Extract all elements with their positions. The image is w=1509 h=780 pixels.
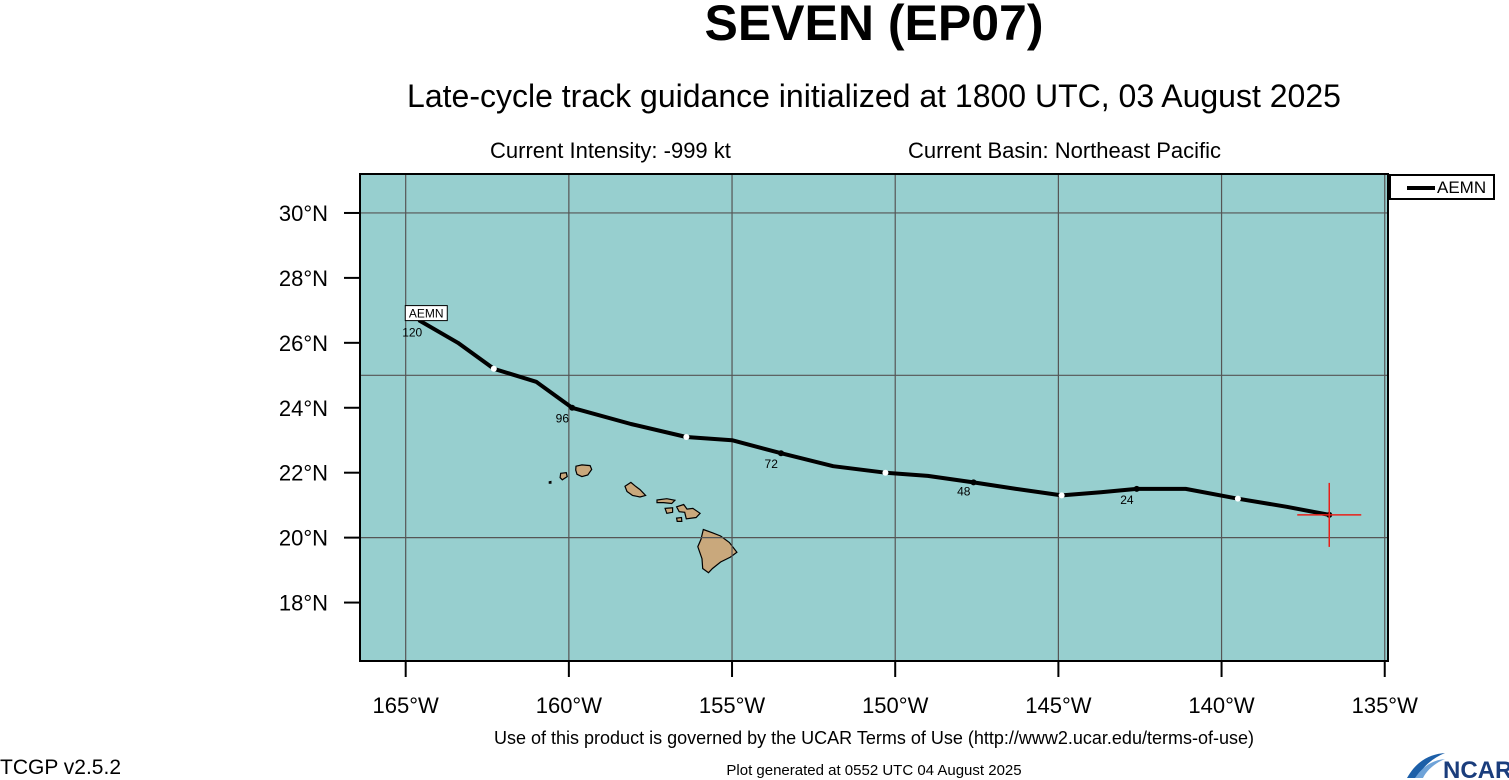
island-lehua xyxy=(548,480,552,484)
map-background xyxy=(360,174,1388,661)
track-point xyxy=(569,404,576,411)
lon-tick-label: 140°W xyxy=(1188,693,1255,718)
ncar-logo-text: NCAR xyxy=(1443,757,1509,780)
lat-tick-label: 28°N xyxy=(279,266,328,291)
lat-tick-label: 22°N xyxy=(279,461,328,486)
lon-tick-label: 145°W xyxy=(1025,693,1092,718)
current-basin: Current Basin: Northeast Pacific xyxy=(908,138,1222,163)
lat-tick-label: 30°N xyxy=(279,201,328,226)
legend: AEMN xyxy=(1389,174,1495,200)
island-maui xyxy=(675,503,702,520)
track-layer: 24 48 72 96 120 AEMN xyxy=(402,305,1362,547)
track-end-label-box xyxy=(404,305,448,322)
island-oahu xyxy=(624,481,647,498)
track-point xyxy=(683,433,690,440)
lon-tick-label: 160°W xyxy=(536,693,603,718)
terms-of-use: Use of this product is governed by the U… xyxy=(494,728,1254,748)
current-intensity: Current Intensity: -999 kt xyxy=(490,138,731,163)
grid-layer xyxy=(360,174,1388,661)
generated-timestamp: Plot generated at 0552 UTC 04 August 202… xyxy=(726,762,1022,779)
island-niihau xyxy=(559,472,568,481)
plot-frame xyxy=(359,173,1389,662)
forecast-hour-label: 96 xyxy=(556,412,570,426)
track-point xyxy=(1058,492,1065,499)
island-kauai xyxy=(575,464,593,478)
track-end-label: AEMN xyxy=(409,307,444,321)
lon-tick-label: 150°W xyxy=(862,693,929,718)
lon-tick-label: 155°W xyxy=(699,693,766,718)
lon-tick-label: 165°W xyxy=(373,693,440,718)
lon-tick-label: 135°W xyxy=(1352,693,1419,718)
forecast-hour-label: 72 xyxy=(765,457,779,471)
island-molokai xyxy=(656,498,677,505)
track-point xyxy=(970,479,977,486)
track-point xyxy=(1133,485,1140,492)
lat-tick-label: 20°N xyxy=(279,526,328,551)
track-point xyxy=(882,469,889,476)
legend-line-swatch xyxy=(1407,186,1435,190)
forecast-hour-label: 120 xyxy=(402,326,422,340)
forecast-hour-label: 48 xyxy=(957,485,971,499)
track-point xyxy=(1234,495,1241,502)
forecast-hour-label: 24 xyxy=(1120,493,1134,507)
version-label: TCGP v2.5.2 xyxy=(0,756,121,779)
page-title: SEVEN (EP07) xyxy=(704,0,1044,51)
lat-tick-label: 24°N xyxy=(279,396,328,421)
subtitle: Late-cycle track guidance initialized at… xyxy=(407,78,1341,114)
island-lanai xyxy=(664,507,674,514)
axes-layer: 18°N 20°N 22°N 24°N 26°N 28°N 30°N 165°W 160°W 15… xyxy=(279,201,1418,718)
track-point xyxy=(777,450,784,457)
legend-label-aemn: AEMN xyxy=(1437,178,1487,197)
lat-tick-label: 18°N xyxy=(279,591,328,616)
island-kahoolawe xyxy=(675,516,683,523)
lat-tick-label: 26°N xyxy=(279,331,328,356)
ncar-logo-icon: NCAR xyxy=(1407,753,1509,780)
track-point xyxy=(490,365,497,372)
land-layer xyxy=(548,464,738,574)
